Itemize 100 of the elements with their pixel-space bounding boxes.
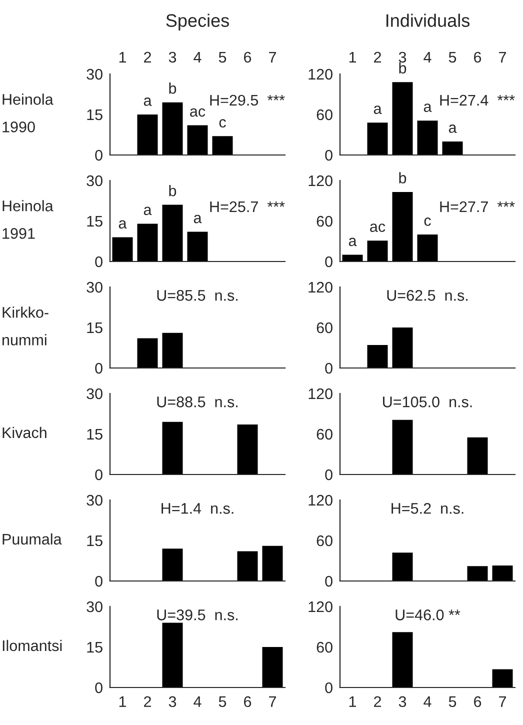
annotation: b	[399, 62, 406, 74]
y-axis-title: Heinola 1990	[2, 94, 54, 132]
y-tick-label: 15	[87, 642, 102, 653]
annotation: b	[399, 172, 406, 184]
y-tick-label: 120	[308, 282, 332, 293]
x-tick-label: 6	[244, 52, 252, 63]
y-tick-label: 15	[87, 322, 102, 334]
x-tick-label: 4	[424, 696, 432, 707]
bar	[467, 566, 488, 581]
y-tick-label: 60	[316, 428, 332, 440]
x-tick-label: 2	[144, 52, 151, 62]
y-tick-label: 60	[316, 216, 332, 227]
annotation: a	[118, 220, 127, 229]
x-tick-label: 4	[194, 696, 202, 707]
annotation: H=5.2 n.s.	[392, 503, 464, 514]
annotation: H=1.4 n.s.	[162, 503, 234, 514]
x-tick-label: 5	[448, 52, 456, 63]
x-tick-label: 3	[398, 52, 406, 63]
annotation: U=88.5 n.s.	[157, 396, 238, 408]
x-tick-label: 1	[119, 696, 126, 707]
y-tick-label: 60	[316, 322, 332, 334]
y-tick-label: 0	[95, 150, 102, 161]
bar	[392, 192, 413, 262]
x-tick-label: 7	[499, 696, 506, 707]
y-axis-title: Ilomantsi	[2, 640, 62, 652]
annotation: a	[194, 214, 202, 224]
y-tick-label: 0	[325, 150, 332, 161]
x-tick-label: 5	[448, 696, 456, 708]
y-tick-label: 0	[325, 576, 332, 587]
x-tick-label: 6	[474, 696, 482, 708]
y-tick-label: 60	[316, 642, 332, 653]
bar	[442, 142, 463, 155]
bar	[212, 136, 233, 155]
y-tick-label: 0	[325, 256, 332, 268]
y-tick-label: 30	[86, 601, 102, 612]
y-tick-label: 30	[86, 175, 102, 186]
y-tick-label: 15	[87, 429, 102, 440]
annotation: b	[169, 82, 176, 94]
annotation: a	[424, 104, 432, 112]
x-tick-label: 2	[144, 696, 151, 707]
bar	[187, 232, 208, 262]
y-tick-label: 0	[95, 682, 102, 694]
y-tick-label: 0	[325, 682, 332, 694]
y-tick-label: 30	[86, 68, 102, 80]
annotation: H=29.5 ***	[210, 94, 285, 106]
x-tick-label: 3	[168, 696, 176, 708]
bar	[367, 122, 388, 155]
y-tick-label: 60	[316, 109, 332, 120]
bar	[492, 565, 513, 581]
bar	[367, 240, 388, 262]
x-tick-label: 7	[499, 52, 506, 62]
annotation: a	[144, 206, 152, 216]
bar	[417, 234, 438, 262]
x-tick-label: 7	[269, 52, 276, 62]
chart-title: Individuals	[386, 14, 470, 27]
y-axis-title: Puumala	[2, 533, 62, 545]
y-tick-label: 120	[308, 68, 332, 80]
x-tick-label: 3	[398, 696, 406, 708]
bar	[187, 125, 208, 155]
bar	[137, 114, 158, 155]
annotation: ac	[370, 224, 386, 232]
bar	[162, 204, 183, 262]
bar	[392, 552, 413, 581]
x-tick-label: 6	[244, 696, 252, 708]
y-tick-label: 60	[316, 535, 332, 546]
x-tick-label: 1	[119, 52, 126, 62]
y-tick-label: 30	[86, 282, 102, 293]
annotation: U=39.5 n.s.	[157, 610, 238, 620]
x-tick-label: 4	[424, 52, 432, 62]
x-tick-label: 1	[349, 52, 356, 62]
bar	[112, 237, 133, 262]
y-axis-title: Kirkko- nummi	[2, 306, 48, 346]
y-tick-label: 30	[86, 494, 102, 506]
y-tick-label: 120	[308, 388, 332, 400]
y-tick-label: 15	[87, 216, 102, 227]
y-tick-label: 0	[325, 469, 332, 480]
x-tick-label: 1	[349, 696, 356, 707]
y-tick-label: 15	[87, 110, 102, 120]
annotation: H=27.7 ***	[440, 201, 515, 212]
annotation: c	[219, 119, 226, 128]
y-tick-label: 120	[308, 601, 332, 612]
annotation: a	[374, 106, 382, 114]
y-tick-label: 0	[325, 362, 332, 374]
bar	[392, 82, 413, 155]
x-tick-label: 5	[218, 696, 226, 708]
x-tick-label: 7	[269, 696, 276, 707]
y-tick-label: 120	[308, 494, 332, 506]
annotation: a	[448, 124, 457, 133]
annotation: b	[169, 185, 176, 196]
y-tick-label: 0	[95, 256, 102, 268]
annotation: ac	[190, 108, 206, 117]
x-tick-label: 6	[474, 52, 482, 63]
annotation: U=85.5 n.s.	[157, 290, 238, 301]
y-tick-label: 0	[95, 469, 102, 480]
annotation: H=27.4 ***	[440, 94, 515, 106]
x-tick-label: 5	[218, 52, 226, 63]
bar	[137, 224, 158, 262]
bar	[342, 254, 363, 262]
y-tick-label: 15	[87, 536, 102, 546]
y-axis-title: Kivach	[2, 426, 46, 438]
